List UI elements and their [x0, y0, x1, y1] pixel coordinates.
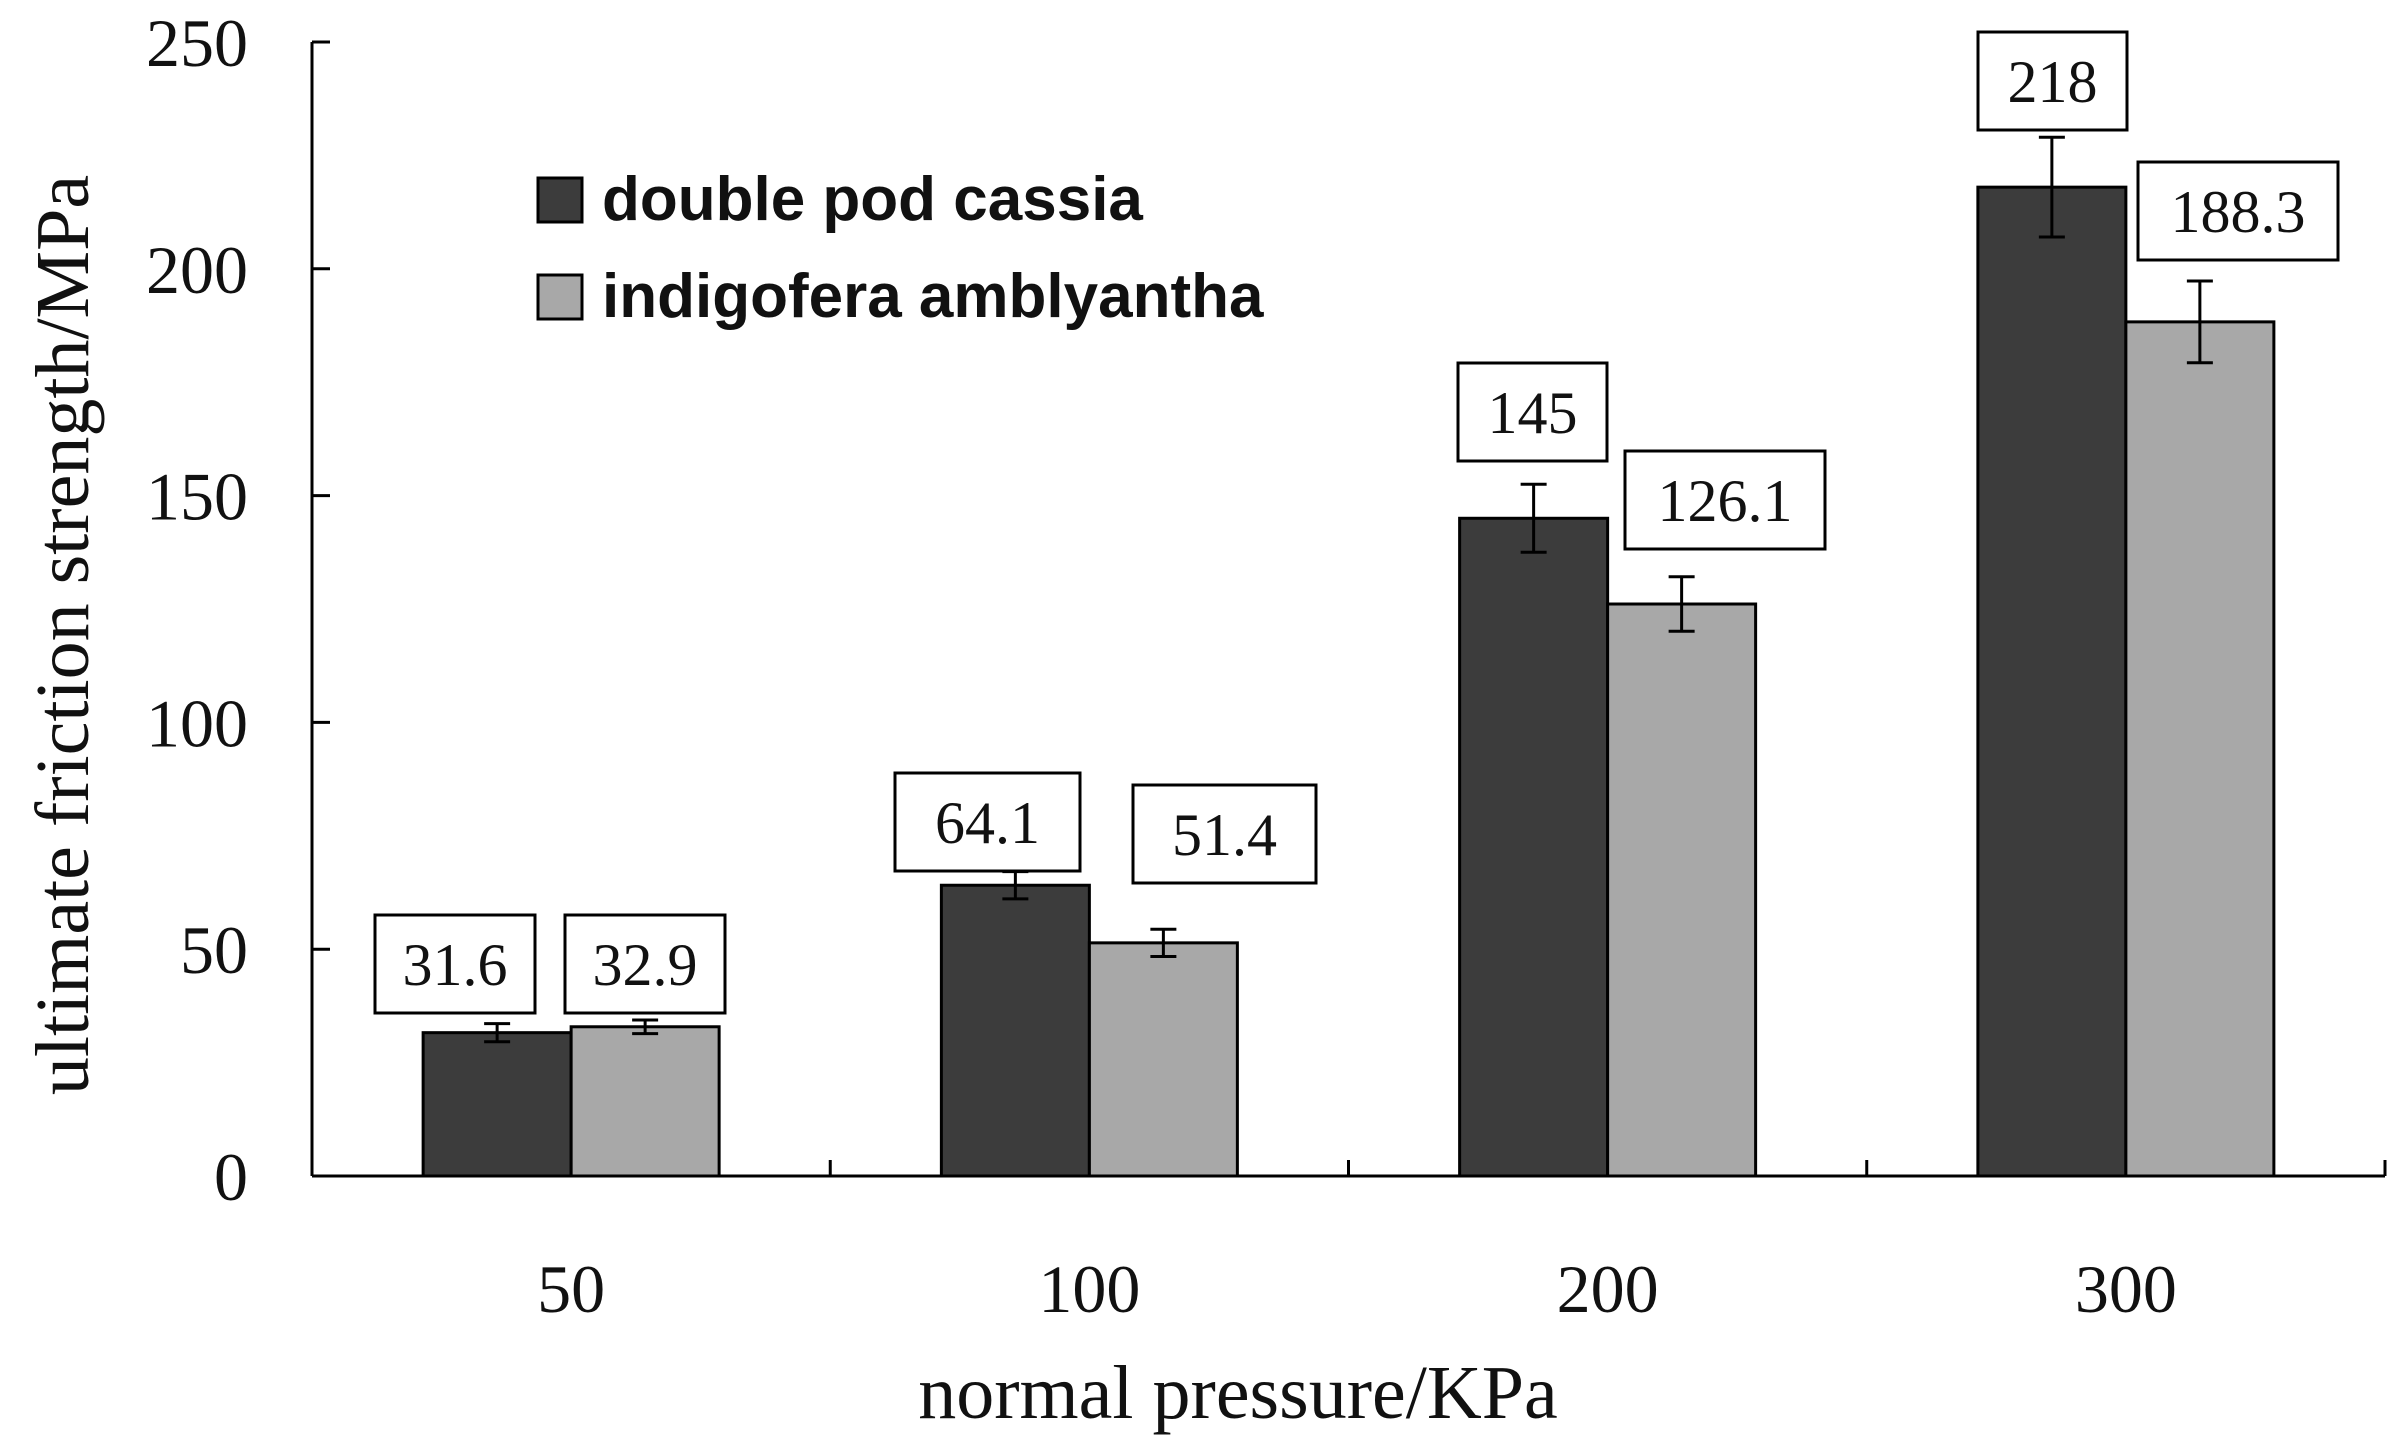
legend-label-double-pod-cassia: double pod cassia	[602, 165, 1143, 234]
data-label: 218	[2008, 49, 2098, 115]
data-label-box	[1131, 783, 1318, 885]
bar-indigofera-amblyantha-50	[569, 1025, 721, 1178]
data-label: 145	[1488, 380, 1578, 446]
y-axis-title: ultimate friction strength/MPa	[21, 175, 105, 1095]
data-label: 64.1	[935, 790, 1040, 856]
bar-indigofera-amblyantha-100	[1087, 941, 1239, 1178]
y-tick-label: 0	[214, 1139, 248, 1215]
y-tick-label: 150	[146, 459, 248, 535]
data-label-box	[1456, 361, 1609, 463]
data-label: 51.4	[1172, 802, 1277, 868]
data-label: 126.1	[1658, 468, 1793, 534]
bar-double-pod-cassia-100	[939, 883, 1091, 1178]
data-label-box	[893, 771, 1082, 873]
data-label-box	[373, 913, 537, 1015]
x-axis-title: normal pressure/KPa	[918, 1351, 1558, 1435]
axes: 0 50 100 150 200 250 50 100 200 300	[146, 5, 2387, 1327]
y-tick-label: 50	[180, 912, 248, 988]
data-label: 31.6	[403, 932, 508, 998]
legend-swatch-double-pod-cassia	[536, 176, 584, 224]
bar-double-pod-cassia-300	[1976, 185, 2128, 1178]
bars	[421, 135, 2276, 1178]
x-tick-label: 200	[1557, 1251, 1659, 1327]
x-tick-label: 50	[537, 1251, 605, 1327]
data-label-box	[2136, 160, 2340, 262]
data-label-box	[563, 913, 727, 1015]
bar-indigofera-amblyantha-200	[1606, 602, 1758, 1178]
y-tick-label: 100	[146, 685, 248, 761]
data-label: 188.3	[2171, 179, 2306, 245]
legend: double pod cassia indigofera amblyantha	[536, 165, 1264, 331]
data-label-box	[1623, 449, 1827, 551]
data-label: 32.9	[593, 932, 698, 998]
y-tick-label: 250	[146, 5, 248, 81]
bar-indigofera-amblyantha-300	[2124, 320, 2276, 1178]
x-tick-label: 300	[2075, 1251, 2177, 1327]
legend-label-indigofera-amblyantha: indigofera amblyantha	[602, 262, 1264, 331]
data-label-box	[1976, 30, 2129, 132]
y-tick-label: 200	[146, 232, 248, 308]
x-tick-label: 100	[1038, 1251, 1140, 1327]
bar-double-pod-cassia-200	[1458, 516, 1610, 1178]
legend-swatch-indigofera-amblyantha	[536, 273, 584, 321]
data-labels: 31.6 32.9 64.1 51.4 145 126.1 218 188.3	[373, 30, 2340, 1015]
bar-double-pod-cassia-50	[421, 1031, 573, 1178]
